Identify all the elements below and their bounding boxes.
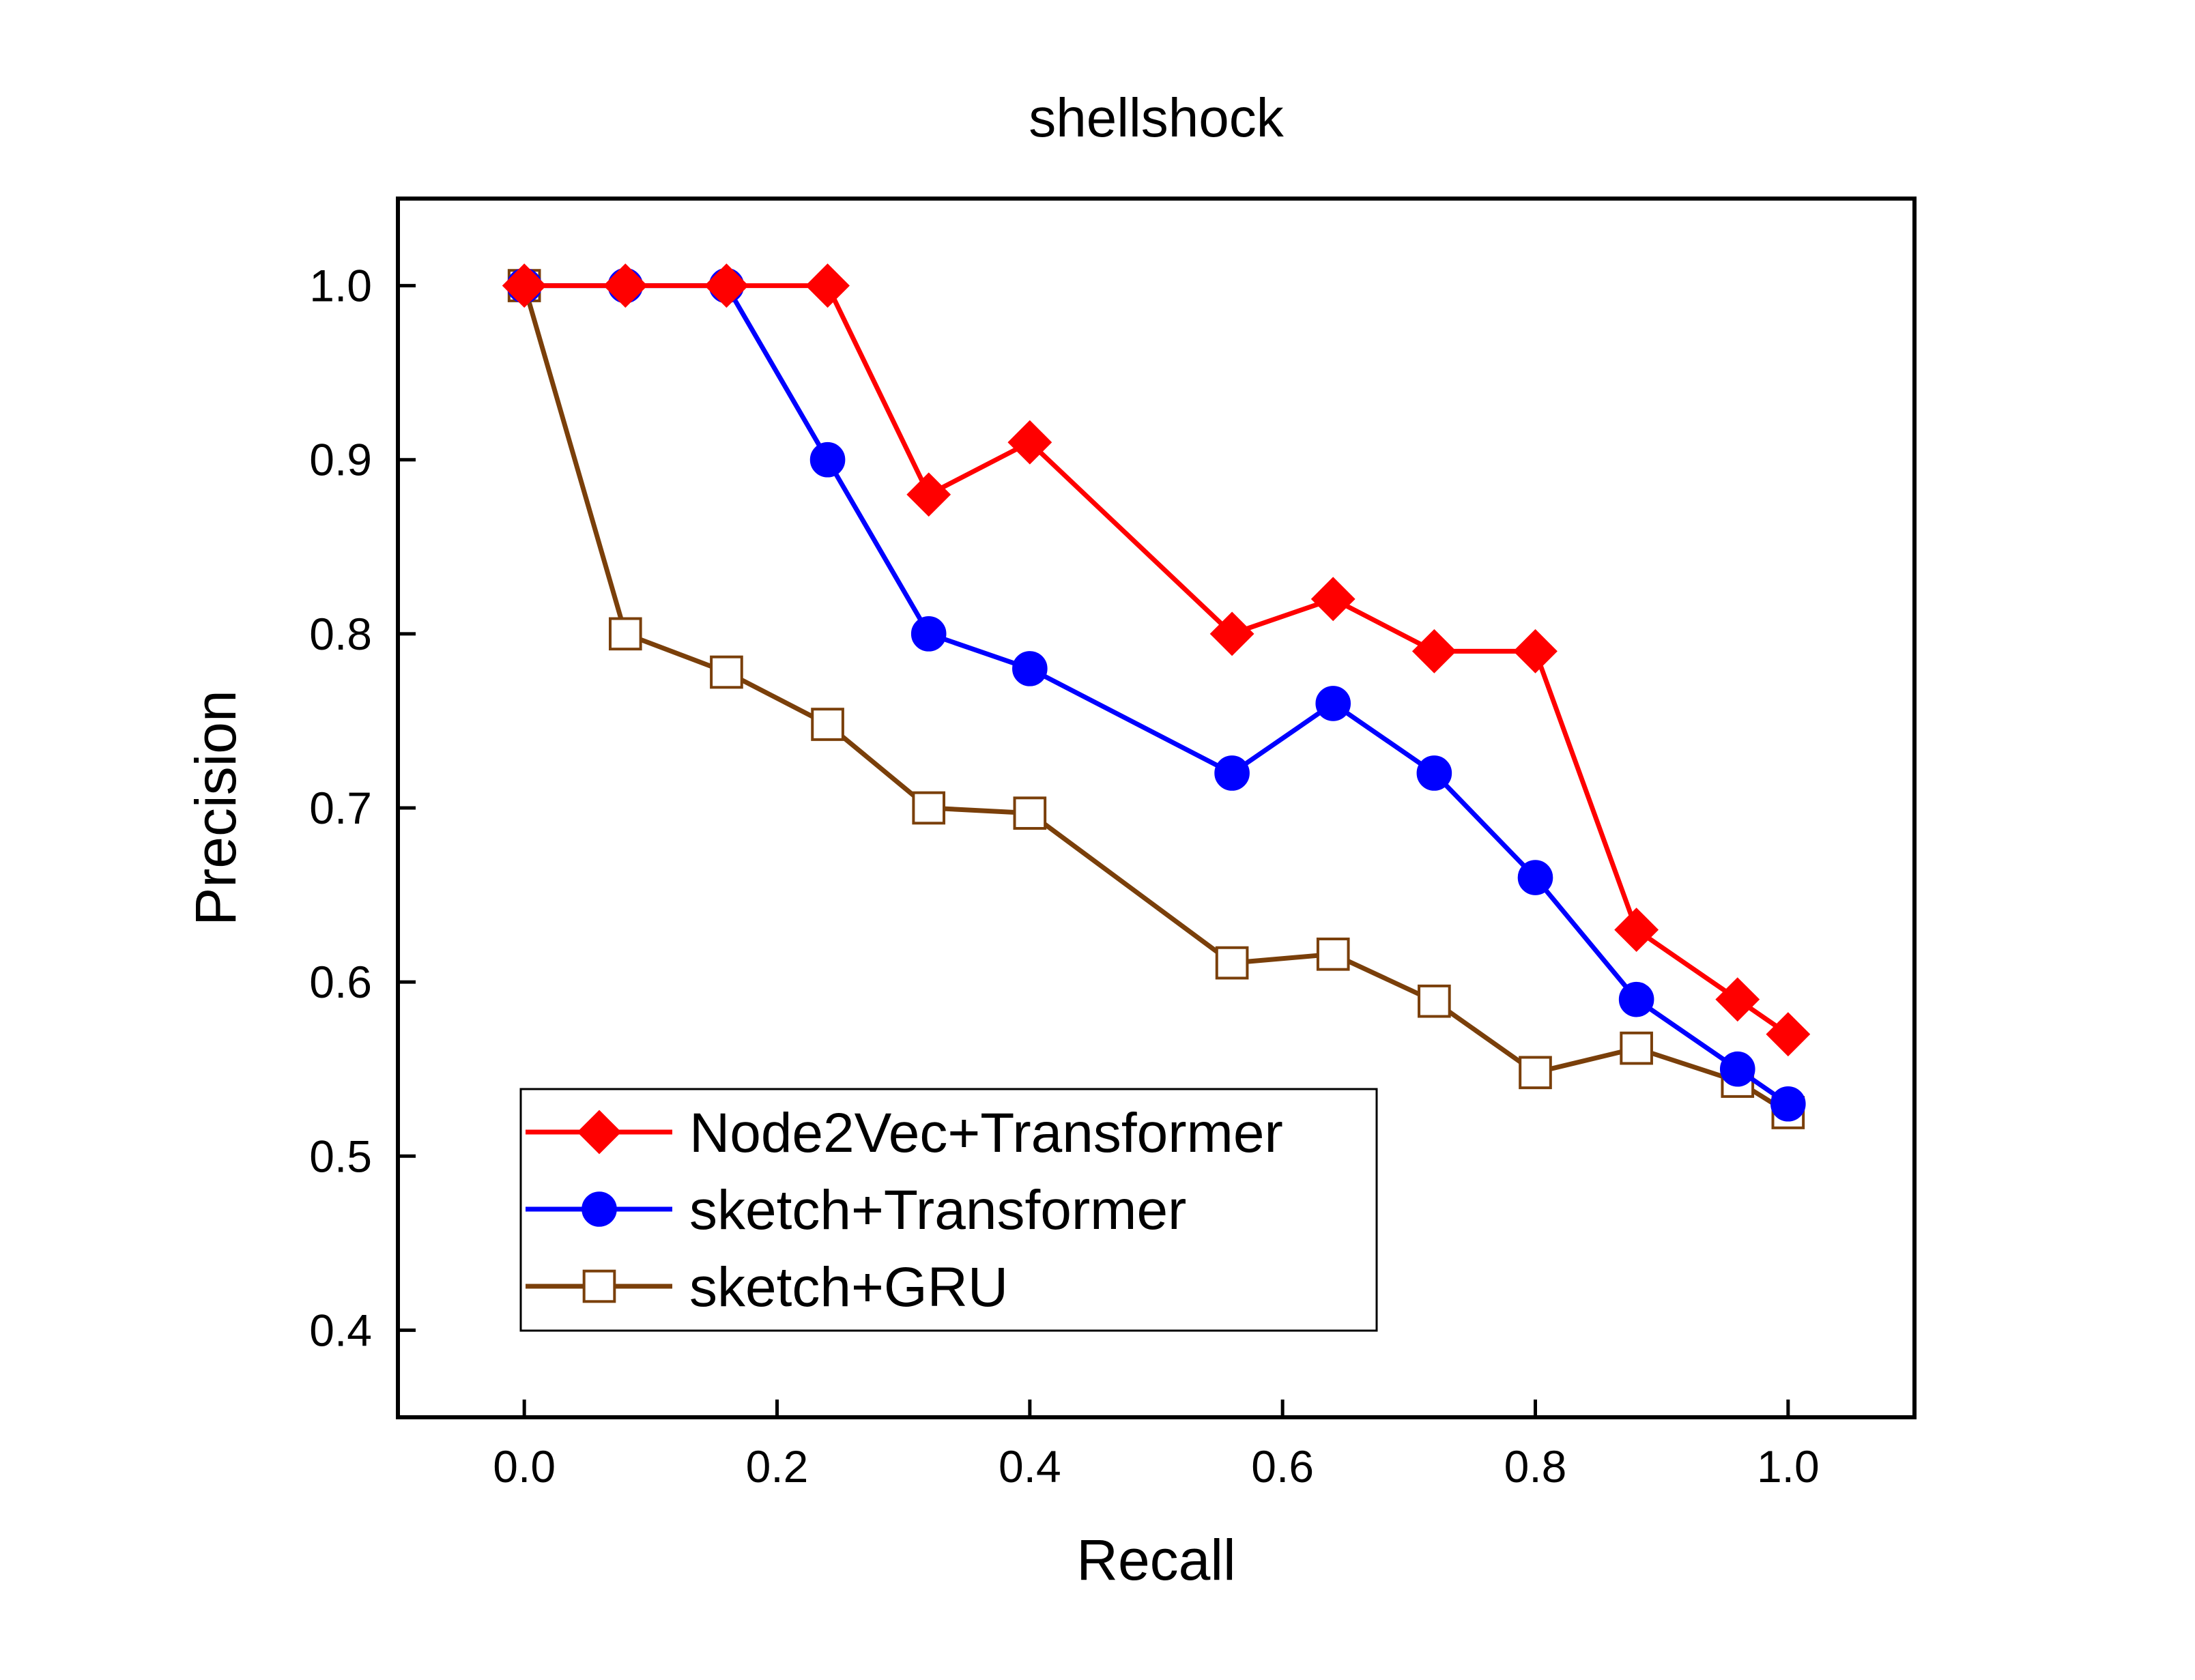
data-point [1316, 938, 1350, 971]
data-point [1209, 611, 1254, 656]
x-tick-label: 1.0 [1757, 1441, 1820, 1492]
data-point [577, 1110, 622, 1155]
data-point [1618, 981, 1654, 1017]
y-tick-label: 0.6 [309, 957, 372, 1007]
data-point [603, 263, 648, 308]
data-point [1215, 946, 1249, 980]
data-point [704, 263, 749, 308]
data-point [1614, 908, 1659, 953]
x-tick-label: 0.2 [746, 1441, 809, 1492]
data-point [805, 263, 850, 308]
data-point [1620, 1031, 1653, 1065]
data-point [1315, 686, 1351, 721]
data-point [1013, 796, 1047, 830]
data-point [1214, 755, 1250, 791]
y-tick-label: 1.0 [309, 261, 372, 311]
data-point [811, 708, 844, 741]
data-point [809, 441, 846, 478]
data-point [710, 655, 743, 689]
series [502, 263, 1811, 1057]
data-point [1766, 1012, 1811, 1057]
x-tick-label: 0.6 [1251, 1441, 1314, 1492]
data-point [582, 1269, 616, 1303]
y-tick-label: 0.4 [309, 1305, 372, 1355]
data-point [1012, 651, 1048, 686]
y-tick-label: 0.7 [309, 783, 372, 833]
data-point [910, 616, 947, 652]
legend-label: Node2Vec+Transformer [689, 1102, 1283, 1164]
data-point [1007, 420, 1052, 465]
data-point [1719, 1051, 1755, 1087]
data-point [1770, 1086, 1806, 1122]
y-tick-label: 0.9 [309, 435, 372, 485]
data-point [1418, 984, 1451, 1018]
data-point [502, 263, 547, 308]
series-layer [502, 263, 1811, 1129]
y-tick-label: 0.5 [309, 1131, 372, 1181]
data-point [582, 1191, 617, 1227]
legend: Node2Vec+Transformer sketch+Transformer sk… [519, 1088, 1378, 1332]
plot-frame [396, 197, 1917, 1419]
x-axis-label: Recall [1076, 1528, 1235, 1592]
data-point [1519, 1056, 1552, 1090]
data-point [1416, 755, 1452, 791]
data-point [906, 472, 951, 517]
data-point [1411, 628, 1457, 674]
data-point [912, 791, 946, 825]
data-point [608, 617, 642, 651]
x-tick-label: 0.8 [1504, 1441, 1567, 1492]
x-tick-label: 0.0 [493, 1441, 556, 1492]
data-point [1310, 577, 1355, 622]
chart-title: shellshock [1029, 87, 1285, 148]
data-point [1517, 860, 1553, 895]
legend-label: sketch+GRU [689, 1256, 1008, 1318]
x-tick-label: 0.4 [999, 1441, 1061, 1492]
y-tick-label: 0.8 [309, 609, 372, 659]
axes: 0.0 0.2 0.4 0.6 0.8 1.0 0.4 0.5 0.6 0.7 0.8 0.9 1.0 [309, 261, 1819, 1492]
data-point [1715, 977, 1760, 1022]
data-point [1513, 628, 1558, 674]
y-axis-label: Precision [184, 690, 248, 925]
legend-label: sketch+Transformer [689, 1179, 1186, 1241]
